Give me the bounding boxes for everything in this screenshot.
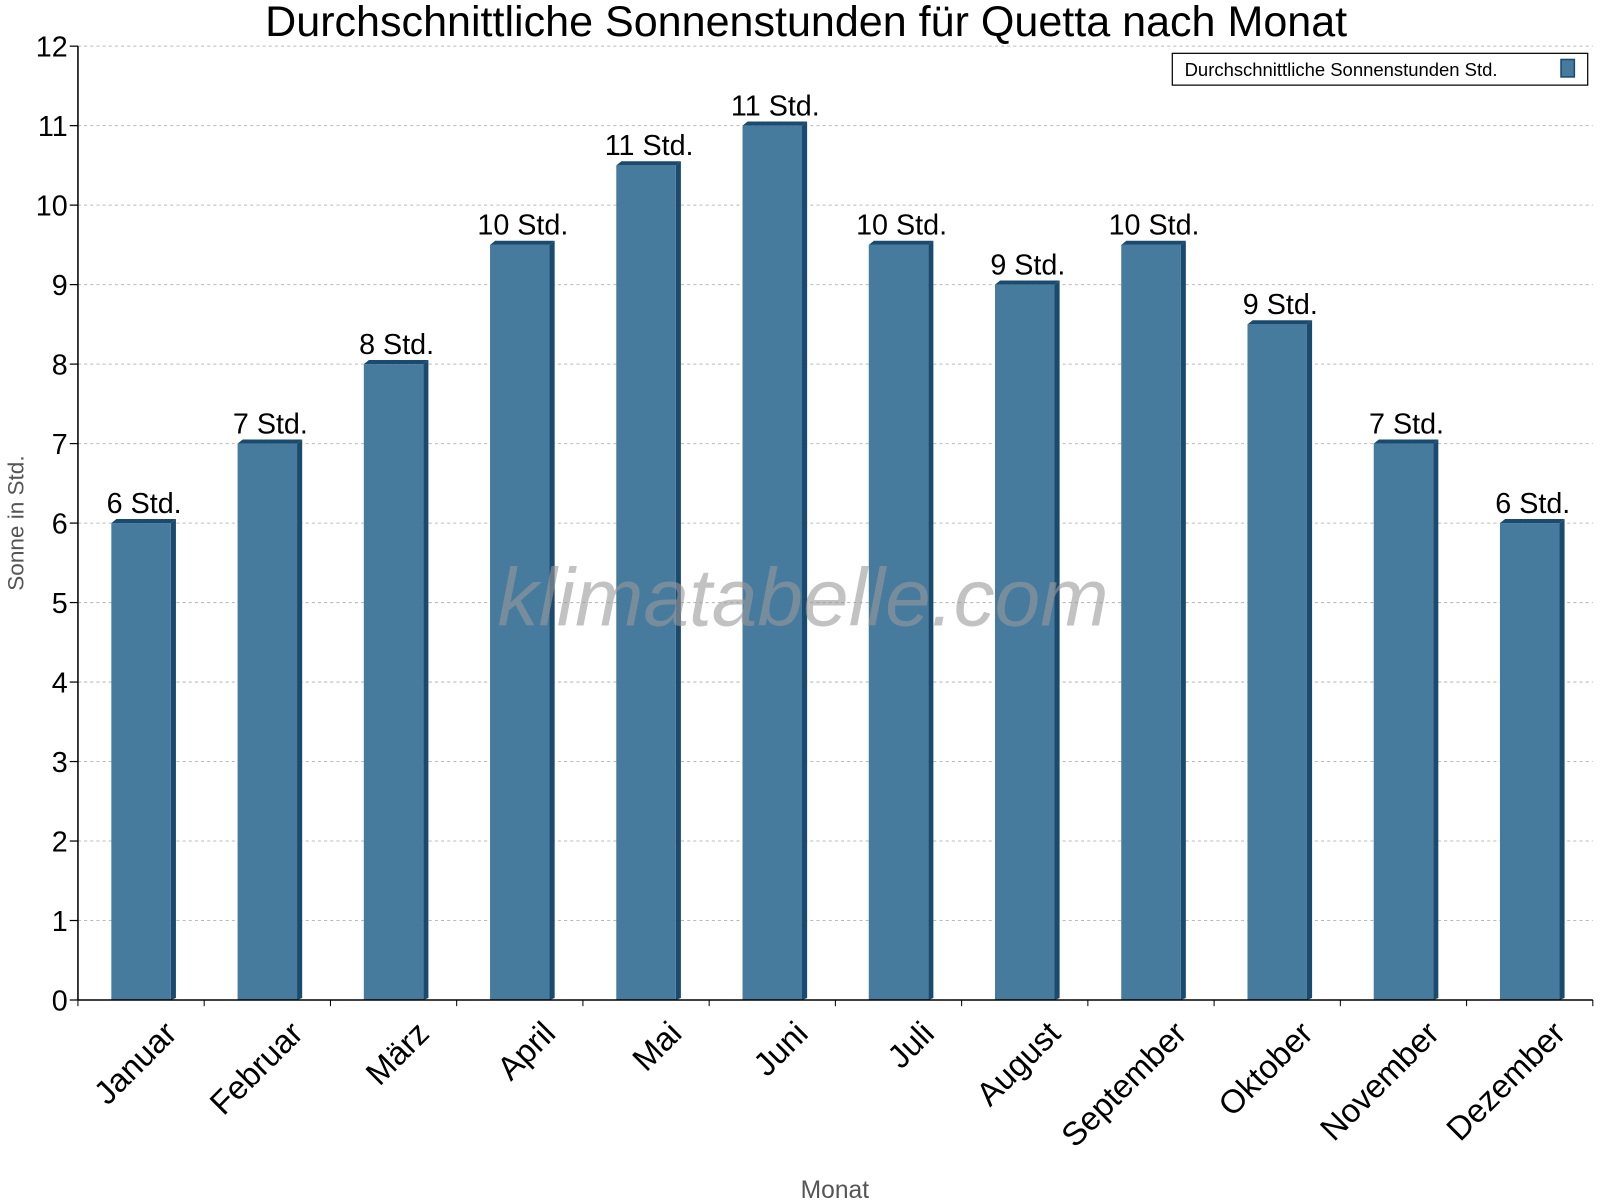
legend-swatch [1560, 58, 1576, 78]
x-tick-label: November [1313, 1014, 1446, 1147]
y-tick-label: 2 [52, 826, 68, 858]
bar-side [1180, 240, 1186, 1000]
bar-side [1054, 280, 1060, 1000]
bar [995, 284, 1055, 1001]
bar [868, 244, 929, 1000]
x-tick-label: August [969, 1014, 1067, 1112]
bar-side [928, 240, 934, 1000]
data-label: 7 Std. [1369, 408, 1444, 440]
data-label: 10 Std. [477, 210, 568, 242]
y-tick-label: 5 [52, 588, 68, 620]
bar-top [742, 121, 808, 126]
bar [616, 165, 676, 1000]
bar-side [297, 439, 303, 1000]
data-label: 6 Std. [1495, 488, 1570, 520]
bar-top [995, 280, 1060, 285]
bar-top [1121, 240, 1186, 245]
bar-top [363, 360, 429, 365]
x-tick-label: Dezember [1439, 1014, 1572, 1147]
x-tick-label: Mai [625, 1014, 689, 1078]
bar [742, 125, 803, 1000]
data-label: 9 Std. [1243, 289, 1318, 321]
bar-side [802, 121, 808, 1001]
y-tick-label: 8 [52, 349, 68, 381]
bar-top [616, 161, 681, 166]
x-tick-label: Oktober [1211, 1014, 1320, 1123]
x-tick-label: Januar [86, 1014, 183, 1111]
watermark: klimatabelle.com [498, 553, 1109, 644]
legend: Durchschnittliche Sonnenstunden Std. [1171, 52, 1589, 86]
bar [490, 244, 550, 1000]
bar [363, 364, 424, 1001]
x-tick-label: September [1054, 1014, 1194, 1154]
bar-side [549, 240, 555, 1000]
y-tick-label: 10 [36, 190, 68, 222]
bar-side [170, 518, 176, 1000]
bar-side [423, 360, 429, 1000]
bar [1247, 324, 1307, 1000]
x-tick-label: März [358, 1014, 436, 1092]
y-tick-label: 0 [52, 985, 68, 1017]
bar-top [1373, 439, 1439, 444]
grid [77, 45, 1593, 922]
y-tick-label: 1 [52, 906, 68, 938]
x-tick-label: Juli [880, 1014, 941, 1075]
bar-top [237, 439, 303, 444]
x-tick-label: Februar [202, 1014, 309, 1121]
y-tick-label: 6 [52, 508, 68, 540]
bar-top [490, 240, 555, 245]
legend-label: Durchschnittliche Sonnenstunden Std. [1185, 59, 1498, 80]
bar-top [111, 518, 176, 524]
bar [1121, 244, 1181, 1000]
bar [1499, 523, 1560, 1000]
y-tick-label: 9 [52, 270, 68, 302]
data-label: 11 Std. [605, 130, 694, 162]
y-tick-label: 4 [52, 667, 68, 699]
bars: 6 Std. 7 Std. 8 Std. 10 Std. 11 Std. 11 Std. 1… [107, 90, 1570, 1001]
bar-top [868, 240, 934, 245]
data-label: 9 Std. [990, 249, 1065, 281]
data-label: 6 Std. [107, 488, 182, 520]
x-tick-label: Juni [746, 1014, 815, 1083]
bar-top [1247, 320, 1313, 325]
x-axis-label: Monat [801, 1177, 870, 1200]
data-label: 7 Std. [233, 408, 308, 440]
y-tick-label: 12 [36, 31, 68, 63]
bar-top [1499, 518, 1565, 524]
y-tick-label: 3 [52, 747, 68, 779]
data-label: 8 Std. [359, 329, 434, 361]
bar [1373, 443, 1434, 1001]
y-tick-label: 11 [38, 111, 68, 143]
bar [237, 443, 298, 1001]
y-axis-label: Sonne in Std. [4, 455, 29, 590]
x-tick-label: April [490, 1014, 563, 1087]
data-label: 11 Std. [731, 90, 820, 122]
bar-side [1433, 439, 1439, 1000]
bar-side [1306, 320, 1313, 1000]
bar [111, 523, 171, 1000]
bar-side [675, 161, 681, 1001]
chart-title: Durchschnittliche Sonnenstunden für Quet… [265, 0, 1347, 46]
y-tick-label: 7 [52, 429, 68, 461]
data-label: 10 Std. [1109, 210, 1200, 242]
data-label: 10 Std. [856, 210, 947, 242]
bar-side [1559, 518, 1565, 1000]
